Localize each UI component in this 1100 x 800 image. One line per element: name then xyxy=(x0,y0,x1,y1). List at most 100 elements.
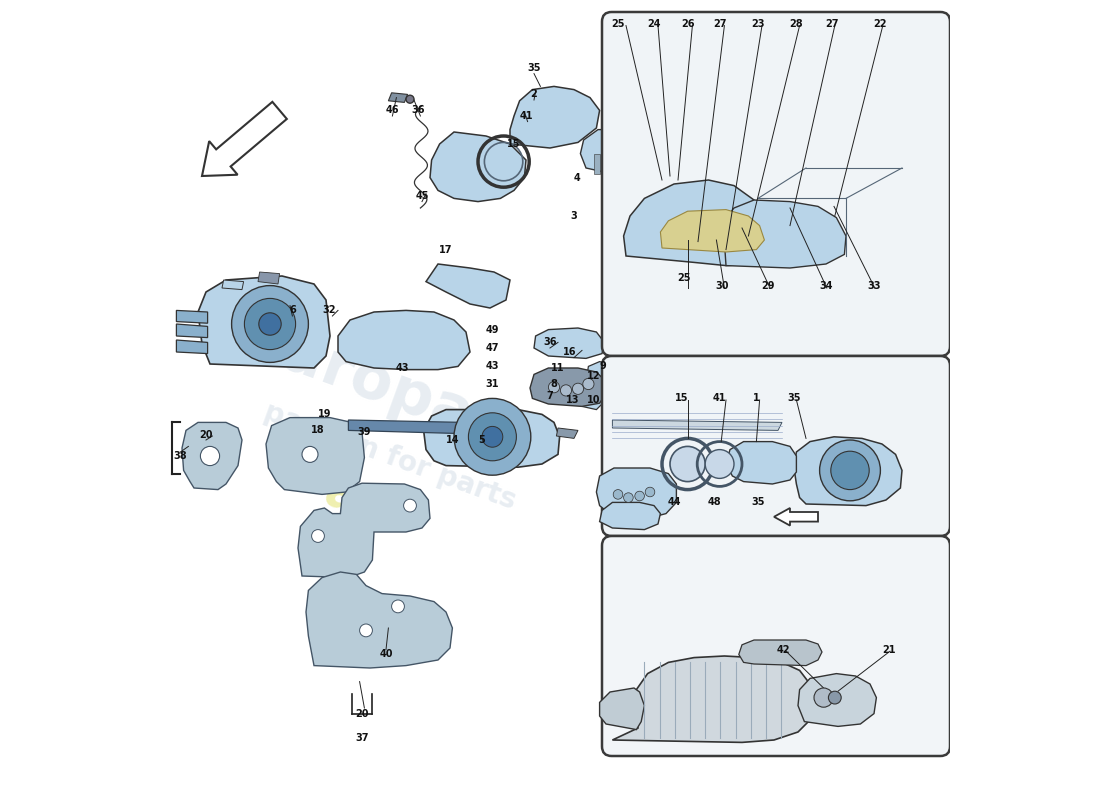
Polygon shape xyxy=(613,656,813,742)
Polygon shape xyxy=(557,428,578,438)
Text: 15: 15 xyxy=(507,139,520,149)
Circle shape xyxy=(311,530,324,542)
Text: 22: 22 xyxy=(873,19,887,29)
Text: 44: 44 xyxy=(668,498,681,507)
Text: 24: 24 xyxy=(647,19,661,29)
Polygon shape xyxy=(798,674,877,726)
Text: 23: 23 xyxy=(751,19,764,29)
Text: 17: 17 xyxy=(439,245,453,254)
Text: 39: 39 xyxy=(358,427,371,437)
Circle shape xyxy=(244,298,296,350)
Circle shape xyxy=(406,95,414,103)
Circle shape xyxy=(458,419,474,435)
FancyBboxPatch shape xyxy=(602,536,950,756)
Polygon shape xyxy=(581,130,650,178)
Text: 47: 47 xyxy=(486,343,499,353)
Polygon shape xyxy=(258,272,279,284)
Text: a: a xyxy=(318,468,366,524)
Text: 43: 43 xyxy=(395,363,409,373)
Circle shape xyxy=(830,451,869,490)
Circle shape xyxy=(613,490,623,499)
Text: europas: europas xyxy=(233,309,515,459)
Circle shape xyxy=(404,499,417,512)
Text: 49: 49 xyxy=(486,325,499,334)
Text: 19: 19 xyxy=(318,410,331,419)
Polygon shape xyxy=(298,483,430,578)
Text: 41: 41 xyxy=(713,394,726,403)
Polygon shape xyxy=(510,86,600,148)
Polygon shape xyxy=(338,310,470,370)
Text: 27: 27 xyxy=(713,19,726,29)
Circle shape xyxy=(200,446,220,466)
Text: 40: 40 xyxy=(379,650,393,659)
Polygon shape xyxy=(618,154,625,174)
Polygon shape xyxy=(624,180,766,266)
Circle shape xyxy=(820,440,880,501)
Circle shape xyxy=(635,491,645,501)
Polygon shape xyxy=(388,93,408,102)
Text: 13: 13 xyxy=(565,395,580,405)
FancyArrow shape xyxy=(202,102,287,176)
Circle shape xyxy=(814,688,833,707)
Circle shape xyxy=(560,385,572,396)
Text: 20: 20 xyxy=(199,430,212,440)
Polygon shape xyxy=(430,132,526,202)
Text: 41: 41 xyxy=(519,111,532,121)
Text: 33: 33 xyxy=(867,282,881,291)
Polygon shape xyxy=(176,324,208,338)
Polygon shape xyxy=(198,276,330,368)
Text: 6: 6 xyxy=(289,306,296,315)
Text: 38: 38 xyxy=(174,451,187,461)
Polygon shape xyxy=(660,210,764,252)
Text: 10: 10 xyxy=(587,395,601,405)
Polygon shape xyxy=(726,442,796,484)
Circle shape xyxy=(828,691,842,704)
Circle shape xyxy=(232,286,308,362)
Circle shape xyxy=(469,413,516,461)
Text: 35: 35 xyxy=(788,394,801,403)
Text: 12: 12 xyxy=(587,371,601,381)
Text: 35: 35 xyxy=(527,63,541,73)
Circle shape xyxy=(705,450,734,478)
Polygon shape xyxy=(424,410,560,467)
Polygon shape xyxy=(739,640,822,666)
Text: 25: 25 xyxy=(678,274,691,283)
Text: 43: 43 xyxy=(486,362,499,371)
Circle shape xyxy=(360,624,373,637)
Text: 26: 26 xyxy=(681,19,694,29)
Polygon shape xyxy=(594,154,601,174)
Polygon shape xyxy=(600,688,645,730)
Circle shape xyxy=(392,600,405,613)
FancyArrow shape xyxy=(774,508,818,526)
Text: 4: 4 xyxy=(574,173,581,182)
Text: 20: 20 xyxy=(355,709,368,718)
Polygon shape xyxy=(794,437,902,506)
Circle shape xyxy=(302,446,318,462)
Polygon shape xyxy=(176,310,208,323)
Text: 16: 16 xyxy=(563,347,576,357)
Polygon shape xyxy=(596,468,676,518)
FancyBboxPatch shape xyxy=(602,12,950,356)
Text: 34: 34 xyxy=(820,282,833,291)
Text: 29: 29 xyxy=(761,282,776,291)
Circle shape xyxy=(646,487,654,497)
Text: 27: 27 xyxy=(825,19,838,29)
Text: 30: 30 xyxy=(715,282,728,291)
Text: passion for parts: passion for parts xyxy=(260,398,520,514)
Circle shape xyxy=(583,378,594,390)
Polygon shape xyxy=(600,502,660,530)
Text: 36: 36 xyxy=(411,106,425,115)
Circle shape xyxy=(454,398,531,475)
Polygon shape xyxy=(306,572,452,668)
Text: 14: 14 xyxy=(446,435,459,445)
Text: 35: 35 xyxy=(751,498,764,507)
Polygon shape xyxy=(582,362,613,410)
Polygon shape xyxy=(530,368,606,406)
Polygon shape xyxy=(426,264,510,308)
Text: 37: 37 xyxy=(355,733,368,742)
Polygon shape xyxy=(266,418,364,494)
Text: 46: 46 xyxy=(386,106,399,115)
Text: 28: 28 xyxy=(790,19,803,29)
Text: 45: 45 xyxy=(416,191,429,201)
Text: 3: 3 xyxy=(571,211,578,221)
